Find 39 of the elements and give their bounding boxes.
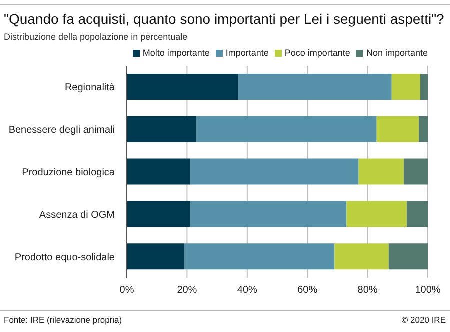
x-tick-label: 60%	[298, 285, 318, 296]
chart-subtitle: Distribuzione della popolazione in percentuale	[3, 31, 189, 42]
legend-label: Non importante	[365, 48, 428, 58]
bar	[127, 74, 238, 100]
bar	[392, 74, 420, 100]
bar	[346, 201, 407, 228]
bar	[376, 116, 419, 142]
x-tick-label: 40%	[237, 285, 258, 296]
bar	[418, 116, 428, 142]
bar	[190, 158, 359, 185]
bar	[404, 158, 428, 185]
bar	[238, 74, 392, 100]
bar	[190, 201, 347, 228]
y-tick-label: Regionalità	[64, 82, 116, 94]
bar	[420, 74, 428, 100]
bar	[184, 244, 335, 270]
bar	[334, 244, 389, 270]
bar	[406, 201, 428, 228]
legend-label: Importante	[224, 48, 269, 58]
bar	[388, 244, 428, 270]
legend-label: Molto importante	[142, 48, 210, 58]
y-tick-label: Benessere degli animali	[8, 125, 115, 136]
legend-label: Poco importante	[284, 48, 350, 58]
bar	[127, 116, 196, 142]
bar	[358, 158, 404, 185]
source-note: Fonte: IRE (rilevazione propria)	[4, 315, 122, 325]
x-tick-label: 80%	[358, 285, 378, 296]
x-tick-label: 20%	[177, 285, 198, 296]
chart-title: "Quando fa acquisti, quanto sono importanti per Lei i seguenti aspetti"?	[3, 10, 446, 27]
x-tick-label: 100%	[415, 285, 441, 296]
y-tick-label: Produzione biologica	[22, 168, 116, 178]
y-tick-label: Assenza di OGM	[39, 210, 115, 221]
x-tick-label: 0%	[120, 285, 134, 296]
y-tick-label: Prodotto equo-solidale	[14, 252, 116, 264]
text: © 2020 IRE	[402, 315, 446, 325]
bar	[127, 201, 190, 228]
bar	[127, 158, 190, 185]
bar	[127, 244, 184, 270]
bar	[196, 116, 377, 142]
